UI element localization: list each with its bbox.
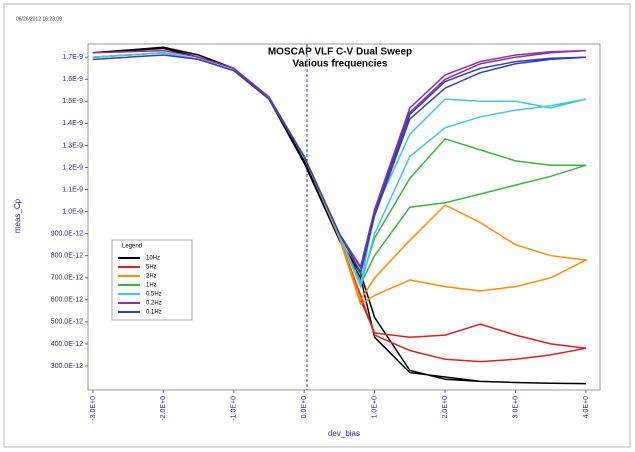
chart-title: MOSCAP VLF C-V Dual Sweep bbox=[268, 47, 412, 58]
x-tick-label: -3.0E+0 bbox=[90, 396, 97, 421]
legend-box bbox=[111, 239, 193, 321]
legend-label: 0.5Hz bbox=[146, 292, 162, 298]
y-tick-label: 1.4E-9 bbox=[62, 120, 83, 127]
y-tick-label: 1.1E-9 bbox=[62, 186, 83, 193]
y-tick-label: 1.0E-9 bbox=[62, 208, 83, 215]
x-tick-label: -2.0E+0 bbox=[160, 396, 167, 421]
y-tick-label: 700.0E-12 bbox=[51, 275, 83, 282]
legend-label: 0.2Hz bbox=[146, 301, 162, 307]
x-tick-label: 2.0E+0 bbox=[442, 396, 449, 418]
y-tick-label: 1.7E-9 bbox=[62, 54, 83, 61]
legend-label: 10Hz bbox=[146, 256, 160, 262]
frame bbox=[3, 3, 631, 448]
y-tick-label: 900.0E-12 bbox=[51, 230, 83, 237]
y-tick-label: 500.0E-12 bbox=[51, 319, 83, 326]
y-tick-label: 300.0E-12 bbox=[51, 363, 83, 370]
x-tick-label: 0.0E+0 bbox=[301, 396, 308, 418]
y-tick-label: 1.3E-9 bbox=[62, 142, 83, 149]
chart-subtitle: Various frequencies bbox=[292, 59, 387, 70]
x-tick-label: 3.0E+0 bbox=[512, 396, 519, 418]
x-tick-label: 1.0E+0 bbox=[371, 396, 378, 418]
legend-label: 0.1Hz bbox=[146, 310, 162, 316]
legend-label: 1Hz bbox=[146, 283, 157, 289]
y-tick-label: 400.0E-12 bbox=[51, 341, 83, 348]
y-tick-label: 1.2E-9 bbox=[62, 164, 83, 171]
legend-title: Legend bbox=[122, 244, 142, 250]
y-axis-label: meas_Cp bbox=[13, 198, 22, 233]
series-line bbox=[92, 54, 586, 276]
y-tick-label: 1.5E-9 bbox=[62, 98, 83, 105]
x-tick-label: 4.0E+0 bbox=[583, 396, 590, 418]
y-tick-label: 1.6E-9 bbox=[62, 76, 83, 83]
y-tick-label: 800.0E-12 bbox=[51, 253, 83, 260]
x-axis-label: dev_bias bbox=[328, 429, 360, 438]
y-tick-label: 600.0E-12 bbox=[51, 297, 83, 304]
legend-label: 5Hz bbox=[146, 265, 157, 271]
series-line bbox=[92, 46, 586, 385]
legend-label: 2Hz bbox=[146, 274, 157, 280]
plot-area bbox=[87, 43, 601, 391]
x-tick-label: -1.0E+0 bbox=[231, 396, 238, 421]
timestamp: 06/26/2012 16:23:09 bbox=[16, 16, 62, 22]
